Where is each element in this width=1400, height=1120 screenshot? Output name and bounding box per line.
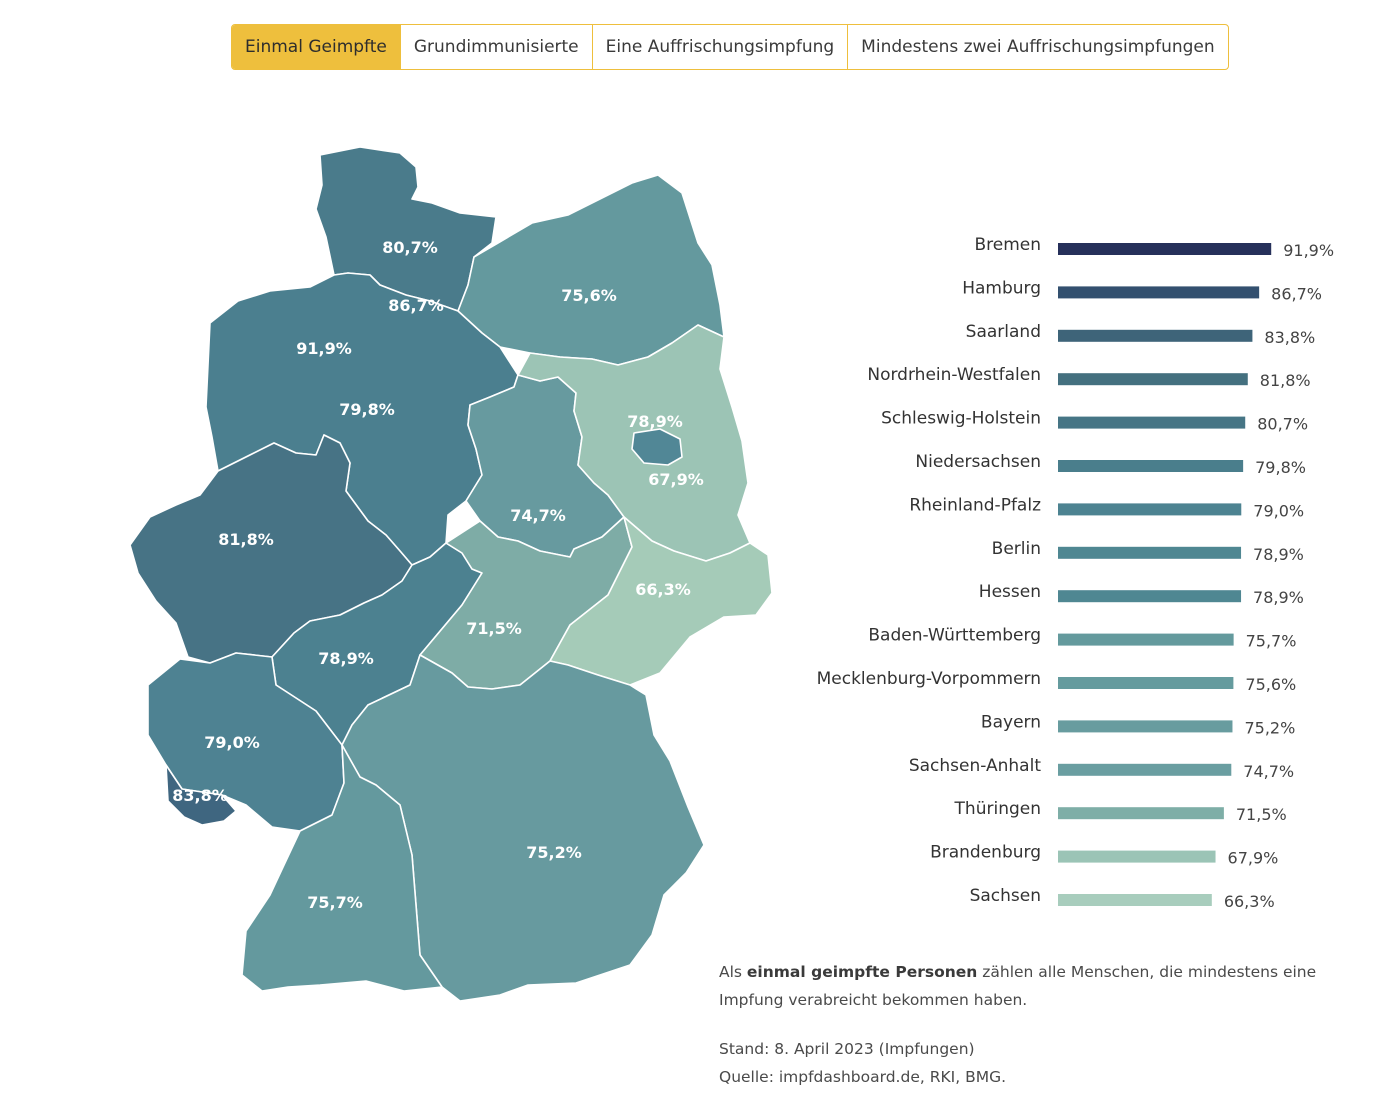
source-note: Stand: 8. April 2023 (Impfungen) Quelle:…: [719, 1035, 1319, 1091]
source-text: Quelle: impfdashboard.de, RKI, BMG.: [719, 1068, 1007, 1086]
map-label-saarland: 83,8%: [172, 786, 228, 805]
map-label-niedersachsen: 79,8%: [339, 400, 395, 419]
map-label-bayern: 75,2%: [526, 843, 582, 862]
bar-value-label: 75,2%: [1244, 718, 1295, 737]
bar-value-label: 71,5%: [1236, 805, 1287, 824]
bar: [1058, 894, 1212, 906]
bar-category-label: Hamburg: [962, 278, 1041, 298]
bar-chart: Bremen 91,9% Hamburg 86,7% Saarland 83,8% Nord…: [817, 235, 1334, 911]
map-label-brandenburg: 67,9%: [648, 470, 704, 489]
bar: [1058, 720, 1233, 733]
bar-value-label: 91,9%: [1283, 241, 1334, 260]
tab-einmal-geimpfte[interactable]: Einmal Geimpfte: [232, 25, 400, 69]
bar-category-label: Nordrhein-Westfalen: [867, 365, 1041, 385]
bar: [1058, 286, 1260, 299]
bar-category-label: Sachsen: [970, 886, 1041, 906]
bar-category-label: Bremen: [974, 235, 1041, 255]
bar-category-label: Hessen: [979, 582, 1041, 602]
note-bold-term: einmal geimpfte Personen: [746, 963, 978, 981]
map-label-thueringen: 71,5%: [466, 619, 522, 638]
germany-choropleth-map: 80,7% 86,7% 91,9% 75,6% 79,8% 78,9% 67,9…: [129, 146, 773, 1002]
map-label-berlin: 78,9%: [627, 412, 683, 431]
bar-category-label: Brandenburg: [930, 843, 1041, 863]
map-label-nordrhein-westfalen: 81,8%: [218, 530, 274, 549]
map-region-baden-wuerttemberg: [241, 744, 443, 992]
tab-eine-auffrischungsimpfung[interactable]: Eine Auffrischungsimpfung: [591, 25, 848, 69]
bar-category-label: Sachsen-Anhalt: [909, 756, 1041, 776]
bar-category-label: Rheinland-Pfalz: [909, 495, 1041, 515]
bar-category-label: Schleswig-Holstein: [881, 409, 1041, 429]
bar: [1058, 329, 1253, 342]
bar: [1058, 677, 1234, 689]
map-label-sachsen-anhalt: 74,7%: [510, 506, 566, 525]
map-label-rheinland-pfalz: 79,0%: [204, 733, 260, 752]
map-label-schleswig-holstein: 80,7%: [382, 238, 438, 257]
bar: [1058, 633, 1234, 646]
bar-value-label: 75,7%: [1246, 632, 1297, 651]
note-prefix: Als: [719, 963, 747, 981]
bar: [1058, 503, 1242, 516]
bar-category-label: Berlin: [992, 539, 1041, 559]
note-rest: zählen alle Menschen, die mindestens ein…: [977, 963, 1317, 981]
bar-value-label: 79,8%: [1255, 458, 1306, 477]
bar: [1058, 460, 1244, 472]
bar: [1058, 763, 1232, 776]
bar: [1058, 590, 1242, 603]
tab-grundimmunisierte[interactable]: Grundimmunisierte: [399, 25, 592, 69]
map-region-sachsen: [549, 516, 773, 686]
bar-value-label: 75,6%: [1245, 675, 1296, 694]
map-label-mecklenburg-vorpommern: 75,6%: [561, 286, 617, 305]
bar-category-label: Baden-Württemberg: [868, 626, 1041, 646]
view-tabs: Einmal Geimpfte Grundimmunisierte Eine A…: [231, 24, 1229, 70]
map-label-baden-wuerttemberg: 75,7%: [307, 893, 363, 912]
bar-value-label: 79,0%: [1253, 501, 1304, 520]
bar-category-label: Niedersachsen: [915, 452, 1041, 472]
note-line2: Impfung verabreicht bekommen haben.: [719, 991, 1028, 1009]
bar: [1058, 416, 1246, 429]
bar: [1058, 850, 1216, 863]
map-region-saarland: [165, 764, 237, 826]
bar-value-label: 81,8%: [1260, 371, 1311, 390]
bar-value-label: 66,3%: [1224, 892, 1275, 911]
definition-note: Als einmal geimpfte Personen zählen alle…: [719, 958, 1319, 1014]
map-label-hamburg: 86,7%: [388, 296, 444, 315]
tab-mindestens-zwei-auffrischungsimpfungen[interactable]: Mindestens zwei Auffrischungsimpfungen: [847, 25, 1227, 69]
bar: [1058, 243, 1272, 255]
bar-value-label: 74,7%: [1243, 762, 1294, 781]
bar-value-label: 80,7%: [1257, 415, 1308, 434]
bar: [1058, 546, 1242, 559]
stand-text: Stand: 8. April 2023 (Impfungen): [719, 1040, 975, 1058]
map-region-berlin: [631, 428, 683, 466]
bar-category-label: Mecklenburg-Vorpommern: [817, 669, 1041, 689]
bar-value-label: 86,7%: [1271, 284, 1322, 303]
bar-category-label: Thüringen: [954, 799, 1041, 819]
map-label-sachsen: 66,3%: [635, 580, 691, 599]
bar: [1058, 807, 1224, 820]
bar-category-label: Bayern: [981, 712, 1041, 732]
bar-value-label: 78,9%: [1253, 545, 1304, 564]
bar-value-label: 83,8%: [1264, 328, 1315, 347]
bar: [1058, 373, 1248, 386]
map-label-hessen: 78,9%: [318, 649, 374, 668]
bar-value-label: 78,9%: [1253, 588, 1304, 607]
bar-category-label: Saarland: [966, 322, 1041, 342]
bar-value-label: 67,9%: [1228, 849, 1279, 868]
map-label-bremen: 91,9%: [296, 339, 352, 358]
